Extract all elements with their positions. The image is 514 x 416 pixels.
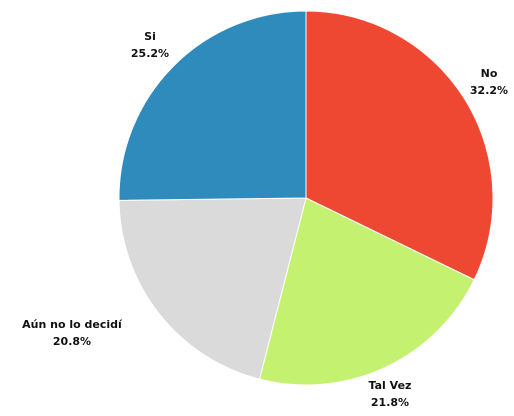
slice-percent-si: 25.2%	[131, 47, 169, 60]
slice-label-no: No	[481, 67, 498, 80]
slice-label-tal-vez: Tal Vez	[369, 379, 412, 392]
pie-labels: No 32.2% Tal Vez 21.8% Aún no lo decidí 20.8%…	[22, 30, 508, 409]
slice-percent-tal-vez: 21.8%	[371, 396, 409, 409]
pie-slices	[118, 10, 494, 386]
slice-percent-no: 32.2%	[470, 84, 508, 97]
pie-slice-tal-vez	[258, 197, 475, 386]
slice-percent-aun-no-lo-decidi: 20.8%	[53, 335, 91, 348]
pie-slice-aun-no-lo-decidi	[118, 197, 307, 380]
slice-label-si: Si	[144, 30, 156, 43]
slice-label-aun-no-lo-decidi: Aún no lo decidí	[22, 318, 123, 331]
pie-slice-no	[305, 10, 494, 281]
pie-slice-si	[118, 10, 307, 201]
